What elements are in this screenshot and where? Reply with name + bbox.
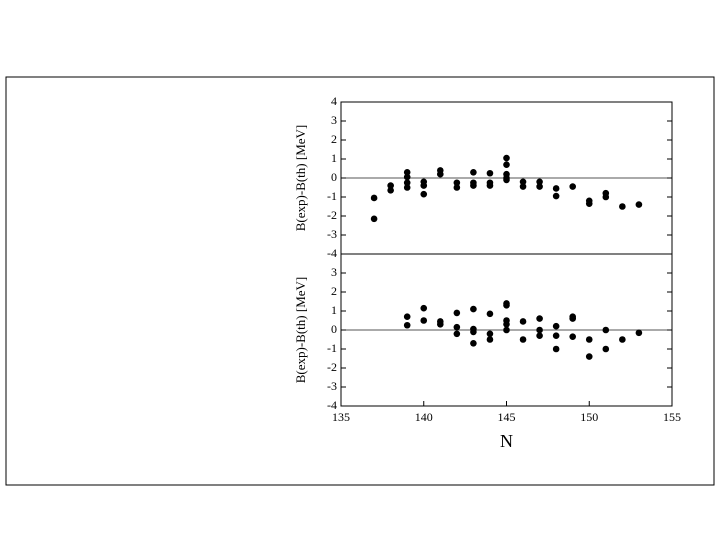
point (569, 183, 576, 190)
y-tick-label: 1 (331, 303, 337, 317)
point (403, 169, 411, 176)
y-tick-label: 4 (331, 94, 337, 108)
point (486, 310, 494, 318)
point (536, 178, 543, 186)
point (536, 332, 543, 340)
point (453, 323, 461, 331)
y-tick-label: 2 (331, 284, 337, 298)
point (585, 200, 593, 207)
y-tick-label: -4 (327, 246, 337, 260)
point (503, 326, 510, 334)
point (602, 326, 610, 334)
point (420, 317, 428, 324)
point (470, 169, 477, 176)
point (519, 318, 527, 325)
point (536, 183, 543, 190)
point (503, 176, 510, 184)
point (552, 332, 560, 340)
point (552, 192, 560, 200)
point (585, 353, 593, 360)
y-axis-label: B(exp)-B(th) [MeV] (293, 277, 308, 384)
point (370, 215, 378, 223)
x-tick-label: 155 (663, 410, 681, 424)
point (619, 336, 626, 343)
point (519, 336, 527, 343)
point (387, 187, 394, 194)
point (569, 333, 576, 340)
point (453, 179, 461, 187)
x-tick-label: 140 (415, 410, 433, 424)
y-tick-label: -3 (327, 379, 337, 393)
point (420, 190, 428, 198)
point (536, 315, 543, 322)
point (453, 309, 461, 317)
x-tick-label: 145 (498, 410, 516, 424)
point (536, 326, 543, 334)
y-axis-label: B(exp)-B(th) [MeV] (293, 125, 308, 232)
frame (5, 76, 715, 486)
y-tick-label: 0 (331, 322, 337, 336)
point (552, 345, 560, 353)
point (552, 185, 560, 192)
point (519, 178, 527, 186)
point (437, 321, 444, 328)
y-tick-label: -4 (327, 398, 337, 412)
y-tick-label: -1 (327, 189, 337, 203)
point (585, 336, 593, 343)
x-tick-label: 135 (332, 410, 350, 424)
point (403, 313, 411, 321)
point (420, 304, 428, 312)
point (519, 183, 527, 190)
x-axis-label: N (500, 431, 513, 451)
point (486, 182, 494, 189)
point (453, 184, 461, 191)
y-tick-label: 3 (331, 113, 337, 127)
y-tick-label: 3 (331, 265, 337, 279)
y-tick-label: 2 (331, 132, 337, 146)
point (569, 315, 576, 322)
y-tick-label: -2 (327, 208, 337, 222)
point (552, 322, 560, 330)
point (403, 173, 411, 181)
point (486, 330, 494, 338)
y-tick-label: -1 (327, 341, 337, 355)
point (635, 329, 643, 337)
point (503, 302, 510, 309)
point (602, 193, 610, 201)
point (503, 161, 510, 168)
point (470, 340, 477, 347)
point (437, 170, 444, 178)
point (470, 328, 477, 336)
point (370, 194, 378, 202)
point (486, 169, 494, 177)
y-tick-label: 1 (331, 151, 337, 165)
x-tick-label: 150 (580, 410, 598, 424)
point (486, 336, 494, 343)
point (403, 184, 411, 191)
point (602, 345, 610, 353)
y-tick-label: -2 (327, 360, 337, 374)
point (453, 330, 461, 338)
point (470, 305, 477, 313)
point (503, 154, 510, 162)
point (387, 182, 394, 189)
point (403, 321, 411, 329)
point (635, 201, 643, 208)
point (503, 321, 510, 328)
point (470, 182, 477, 189)
point (420, 182, 428, 189)
y-tick-label: -3 (327, 227, 337, 241)
point (619, 203, 626, 210)
point (403, 179, 411, 187)
y-tick-label: 0 (331, 170, 337, 184)
